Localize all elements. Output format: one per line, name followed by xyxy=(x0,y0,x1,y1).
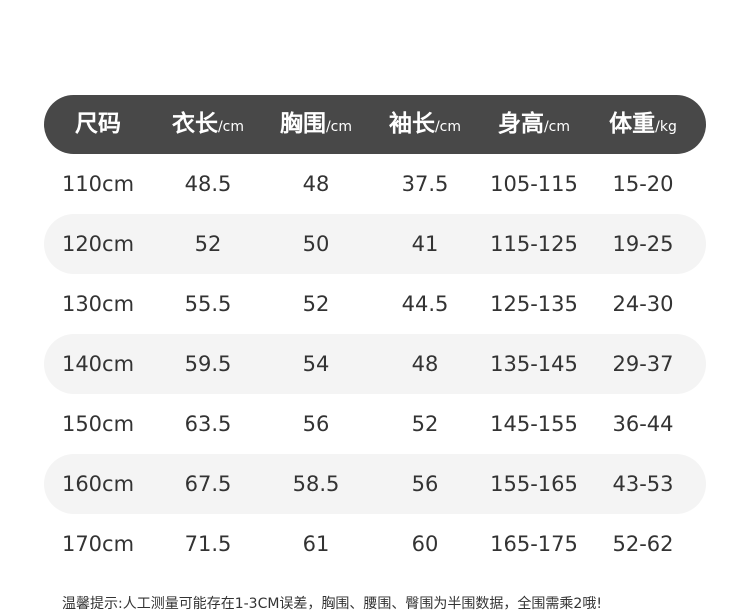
header-label: 尺码 xyxy=(75,111,121,137)
table-cell: 130cm xyxy=(61,292,135,316)
table-cell: 160cm xyxy=(61,472,135,496)
header-cell: 体重/kg xyxy=(609,109,677,142)
header-unit: /cm xyxy=(543,119,571,135)
header-cell: 尺码 xyxy=(75,109,121,142)
table-cell: 67.5 xyxy=(184,472,232,496)
table-cell: 59.5 xyxy=(184,352,232,376)
header-cell: 袖长/cm xyxy=(389,109,461,142)
table-header: 尺码 衣长/cm 胸围/cm 袖长/cm 身高/cm 体重/kg xyxy=(44,95,706,154)
table-cell: 48 xyxy=(302,172,330,196)
table-cell: 105-115 xyxy=(490,172,578,196)
table-cell: 52 xyxy=(411,412,439,436)
table-cell: 50 xyxy=(302,232,330,256)
table-cell: 145-155 xyxy=(490,412,578,436)
table-cell: 170cm xyxy=(61,532,135,556)
table-cell: 54 xyxy=(302,352,330,376)
header-label: 体重 xyxy=(609,111,656,137)
table-cell: 52 xyxy=(194,232,222,256)
table-row: 150cm 63.5 56 52 145-155 36-44 xyxy=(44,394,706,454)
table-cell: 24-30 xyxy=(612,292,674,316)
table-row: 120cm 52 50 41 115-125 19-25 xyxy=(44,214,706,274)
table-cell: 43-53 xyxy=(612,472,674,496)
table-row: 130cm 55.5 52 44.5 125-135 24-30 xyxy=(44,274,706,334)
table-cell: 115-125 xyxy=(490,232,578,256)
table-row: 140cm 59.5 54 48 135-145 29-37 xyxy=(44,334,706,394)
table-cell: 58.5 xyxy=(292,472,340,496)
table-cell: 44.5 xyxy=(401,292,449,316)
table-cell: 155-165 xyxy=(490,472,578,496)
table-cell: 15-20 xyxy=(612,172,674,196)
table-cell: 19-25 xyxy=(612,232,674,256)
table-cell: 52 xyxy=(302,292,330,316)
header-cell: 衣长/cm xyxy=(172,109,244,142)
table-row: 110cm 48.5 48 37.5 105-115 15-20 xyxy=(44,154,706,214)
table-cell: 56 xyxy=(411,472,439,496)
table-cell: 56 xyxy=(302,412,330,436)
header-label: 身高 xyxy=(497,111,544,137)
table-cell: 36-44 xyxy=(612,412,674,436)
table-cell: 48.5 xyxy=(184,172,232,196)
table-cell: 41 xyxy=(411,232,439,256)
table-cell: 60 xyxy=(411,532,439,556)
table-row: 170cm 71.5 61 60 165-175 52-62 xyxy=(44,514,706,574)
table-cell: 150cm xyxy=(61,412,135,436)
table-cell: 52-62 xyxy=(612,532,674,556)
table-cell: 61 xyxy=(302,532,330,556)
table-cell: 125-135 xyxy=(490,292,578,316)
table-cell: 120cm xyxy=(61,232,135,256)
table-cell: 63.5 xyxy=(184,412,232,436)
header-label: 衣长 xyxy=(171,111,218,137)
header-label: 袖长 xyxy=(388,111,435,137)
table-cell: 48 xyxy=(411,352,439,376)
header-unit: /cm xyxy=(325,119,353,135)
table-cell: 110cm xyxy=(61,172,135,196)
header-cell: 身高/cm xyxy=(498,109,570,142)
table-cell: 135-145 xyxy=(490,352,578,376)
header-unit: /kg xyxy=(655,119,677,135)
table-cell: 37.5 xyxy=(401,172,449,196)
header-unit: /cm xyxy=(434,119,462,135)
table-cell: 71.5 xyxy=(184,532,232,556)
measurement-note: 温馨提示:人工测量可能存在1-3CM误差，胸围、腰围、臀围为半围数据，全围需乘2… xyxy=(62,596,602,612)
table-row: 160cm 67.5 58.5 56 155-165 43-53 xyxy=(44,454,706,514)
table-cell: 165-175 xyxy=(490,532,578,556)
header-unit: /cm xyxy=(217,119,245,135)
header-cell: 胸围/cm xyxy=(280,109,352,142)
table-cell: 29-37 xyxy=(612,352,674,376)
table-cell: 140cm xyxy=(61,352,135,376)
table-cell: 55.5 xyxy=(184,292,232,316)
header-label: 胸围 xyxy=(279,111,326,137)
